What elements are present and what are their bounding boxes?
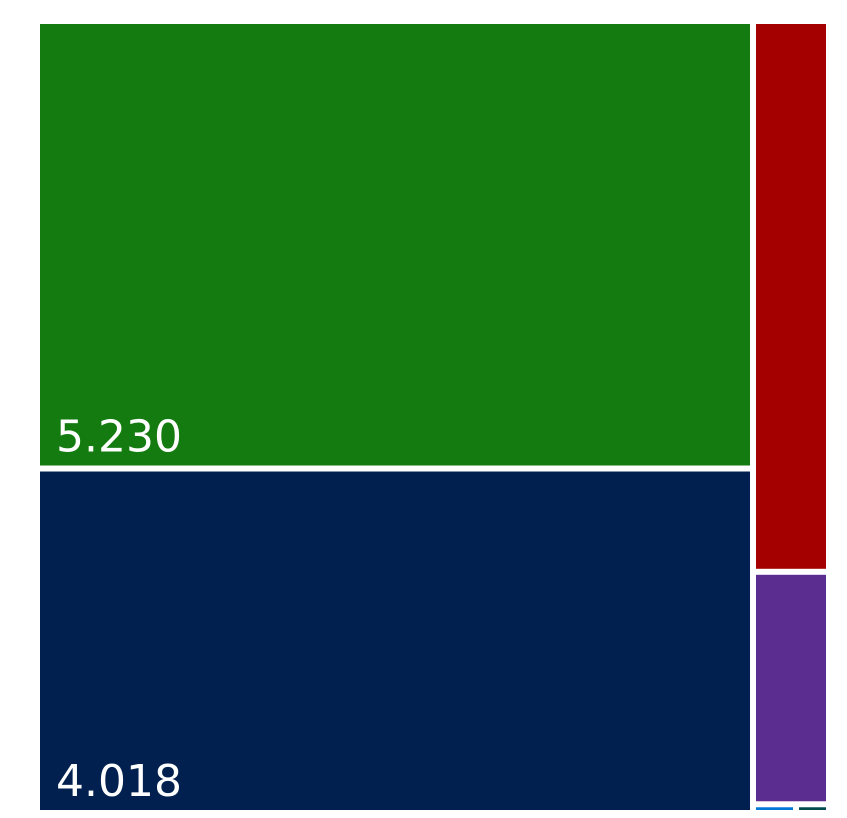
treemap-tile[interactable] [755,24,826,569]
treemap-tile[interactable] [40,471,750,810]
treemap-tile-label: 4.018 [56,756,182,807]
treemap-tile[interactable] [755,807,793,810]
treemap-tile[interactable] [40,24,750,466]
treemap-tile[interactable] [798,807,826,810]
treemap-tile[interactable] [755,574,826,802]
treemap-tile-label: 5.230 [56,412,182,463]
